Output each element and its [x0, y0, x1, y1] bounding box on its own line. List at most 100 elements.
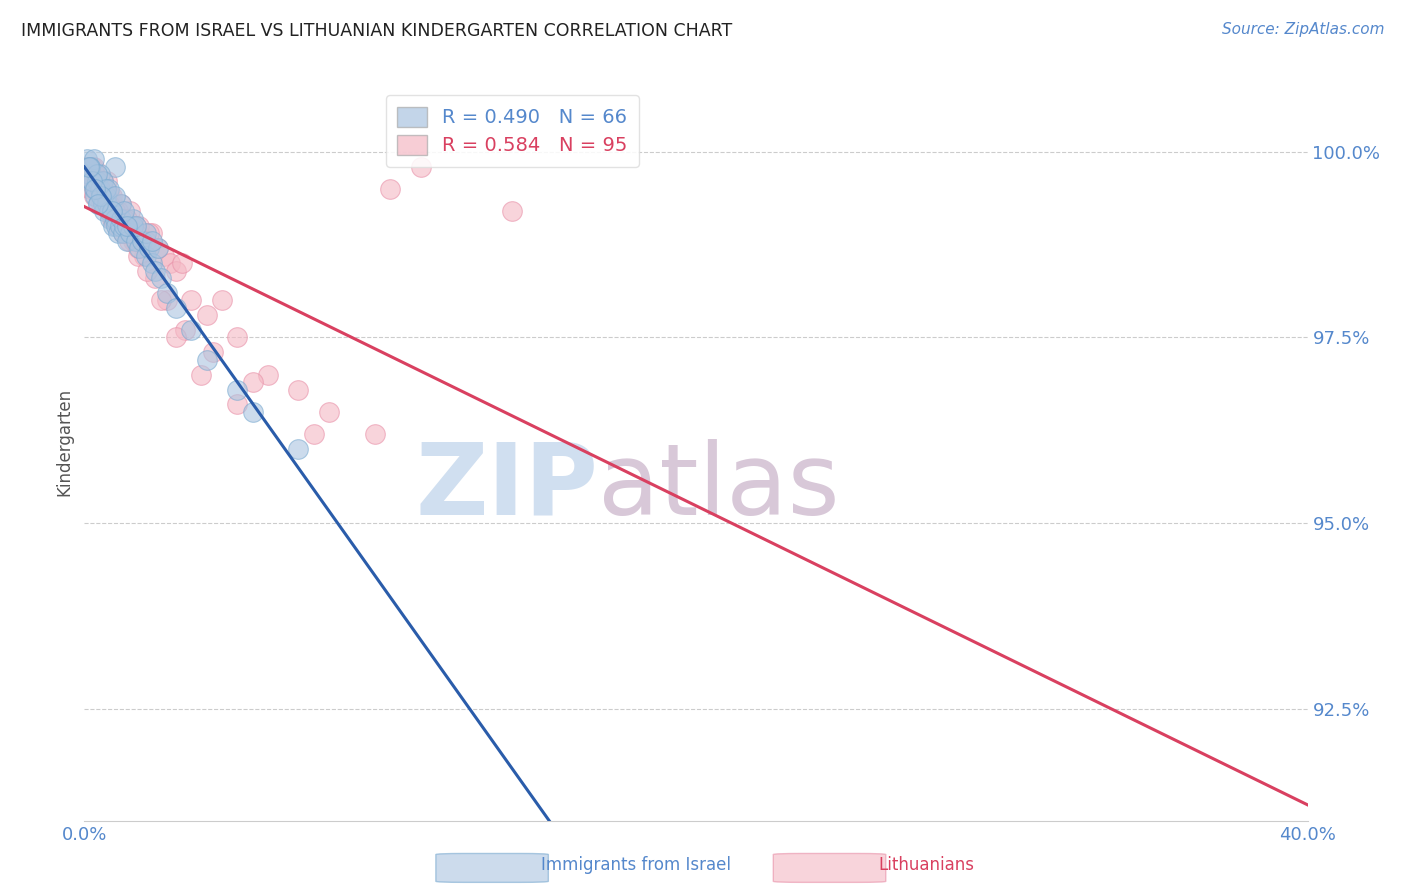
Point	[98, 189, 121, 203]
Point	[94, 196, 117, 211]
Point	[105, 219, 128, 233]
Point	[128, 219, 150, 233]
Point	[80, 174, 103, 188]
Point	[172, 256, 194, 270]
Point	[211, 293, 233, 308]
Point	[180, 323, 202, 337]
Point	[409, 160, 432, 174]
Point	[156, 293, 179, 308]
Point	[112, 219, 135, 233]
Point	[104, 204, 127, 219]
Point	[97, 182, 120, 196]
Point	[94, 182, 117, 196]
Point	[84, 182, 107, 196]
Point	[89, 189, 111, 203]
Point	[80, 160, 103, 174]
Point	[84, 189, 107, 203]
Point	[174, 323, 197, 337]
Point	[115, 211, 138, 226]
Point	[89, 167, 111, 181]
Point	[110, 196, 132, 211]
Point	[141, 234, 163, 248]
Point	[226, 397, 249, 411]
Point	[97, 204, 120, 219]
Point	[502, 204, 524, 219]
Point	[195, 308, 218, 322]
Point	[135, 227, 157, 241]
Point	[76, 152, 98, 166]
Point	[138, 227, 160, 241]
Point	[104, 204, 127, 219]
Point	[93, 196, 115, 211]
Point	[135, 234, 157, 248]
Point	[101, 211, 124, 226]
Point	[115, 219, 138, 233]
Point	[79, 182, 101, 196]
Point	[87, 182, 110, 196]
Point	[97, 196, 120, 211]
Point	[124, 234, 146, 248]
Point	[318, 405, 340, 419]
Text: ZIP: ZIP	[415, 439, 598, 535]
Point	[104, 189, 127, 203]
Point	[77, 160, 100, 174]
Point	[135, 249, 157, 263]
Point	[90, 189, 112, 203]
Point	[226, 330, 249, 344]
Point	[165, 301, 187, 315]
Point	[101, 204, 124, 219]
Point	[287, 383, 309, 397]
Point	[125, 227, 148, 241]
Point	[143, 271, 166, 285]
Point	[122, 219, 145, 233]
Point	[83, 182, 105, 196]
Point	[97, 204, 120, 219]
Point	[91, 196, 114, 211]
Point	[135, 241, 157, 255]
Point	[90, 196, 112, 211]
Point	[91, 182, 114, 196]
Point	[87, 182, 110, 196]
Point	[380, 182, 402, 196]
Point	[156, 285, 179, 300]
Point	[180, 293, 202, 308]
Point	[93, 189, 115, 203]
Point	[91, 174, 114, 188]
Point	[111, 227, 134, 241]
Point	[80, 174, 103, 188]
Point	[84, 182, 107, 196]
Point	[75, 160, 97, 174]
Point	[132, 249, 155, 263]
Point	[128, 227, 150, 241]
Point	[165, 263, 187, 277]
Point	[127, 241, 149, 255]
Point	[90, 189, 112, 203]
FancyBboxPatch shape	[773, 854, 886, 882]
Point	[190, 368, 212, 382]
Point	[89, 182, 111, 196]
Point	[112, 204, 135, 219]
Point	[159, 256, 181, 270]
Point	[107, 227, 129, 241]
Point	[122, 219, 145, 233]
Legend: R = 0.490   N = 66, R = 0.584   N = 95: R = 0.490 N = 66, R = 0.584 N = 95	[385, 95, 640, 167]
Point	[128, 241, 150, 255]
Point	[257, 368, 280, 382]
Point	[96, 196, 118, 211]
Point	[90, 189, 112, 203]
Point	[146, 241, 169, 255]
Point	[120, 204, 142, 219]
Point	[287, 442, 309, 456]
Point	[131, 234, 153, 248]
Point	[87, 196, 110, 211]
Point	[79, 160, 101, 174]
Point	[79, 167, 101, 181]
Point	[141, 227, 163, 241]
Point	[138, 241, 160, 255]
Point	[153, 249, 176, 263]
Point	[110, 196, 132, 211]
Point	[98, 211, 121, 226]
Point	[201, 345, 224, 359]
Point	[112, 219, 135, 233]
Point	[120, 219, 142, 233]
